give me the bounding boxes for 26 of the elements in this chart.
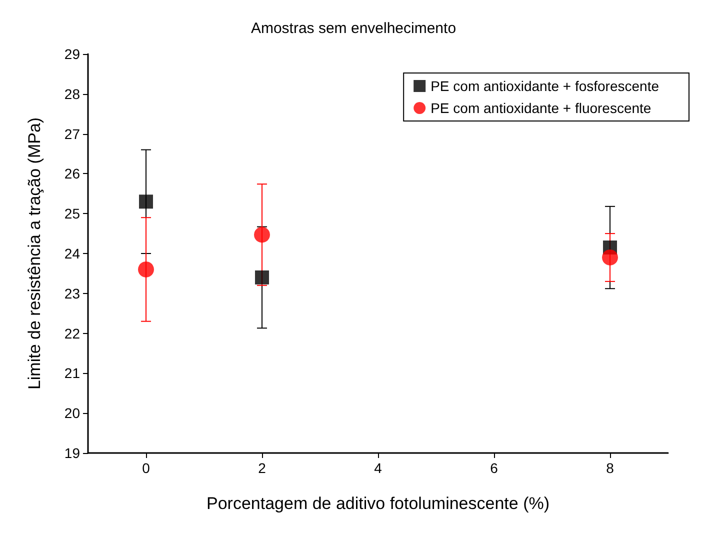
point xyxy=(139,194,153,209)
point xyxy=(138,261,154,278)
legend-label: PE com antioxidante + fosforescente xyxy=(430,78,660,94)
y-tick-label: 23 xyxy=(64,285,80,302)
y-tick-label: 26 xyxy=(64,166,80,182)
point xyxy=(254,226,270,243)
y-axis-title: Limite de resistência a tração (MPa) xyxy=(25,117,44,390)
x-tick-label: 8 xyxy=(606,460,614,476)
chart-title: Amostras sem envelhecimento xyxy=(250,20,456,37)
x-tick-label: 0 xyxy=(142,460,150,476)
y-tick-label: 19 xyxy=(64,445,80,461)
y-tick-label: 21 xyxy=(64,365,80,382)
y-tick-label: 28 xyxy=(64,86,80,102)
y-tick-label: 25 xyxy=(64,206,80,222)
y-tick-label: 20 xyxy=(64,405,80,422)
y-tick-label: 27 xyxy=(64,126,80,142)
x-tick-label: 4 xyxy=(374,460,382,476)
point xyxy=(255,270,269,284)
x-tick-label: 6 xyxy=(490,460,498,476)
point xyxy=(602,249,618,266)
y-tick-label: 29 xyxy=(64,46,80,62)
y-tick-label: 22 xyxy=(64,325,80,342)
x-tick-label: 2 xyxy=(258,460,266,476)
y-tick-label: 24 xyxy=(64,246,80,262)
x-axis-title: Porcentagem de aditivo fotoluminescente (%) xyxy=(206,494,550,513)
legend-label: PE com antioxidante + fluorescente xyxy=(430,100,652,116)
